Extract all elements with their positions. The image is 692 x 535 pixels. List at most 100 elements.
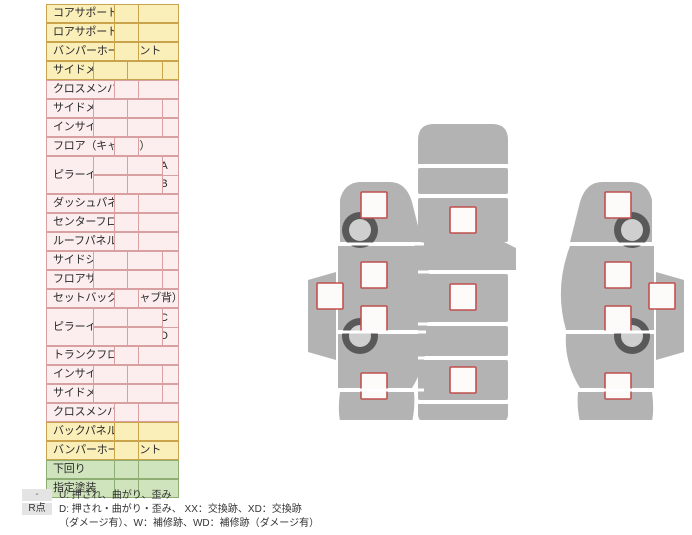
grade-cell-right[interactable]	[127, 251, 163, 270]
table-row: インサイドパネル	[46, 118, 251, 137]
grade-cell-right[interactable]	[127, 270, 163, 289]
row-label: ダッシュパネル	[46, 194, 179, 213]
grade-cell[interactable]	[127, 175, 163, 194]
grade-cell[interactable]	[114, 346, 139, 365]
grade-cell[interactable]	[114, 137, 139, 156]
grade-cell[interactable]	[114, 80, 139, 99]
table-row: 下回り	[46, 460, 251, 479]
grade-cell[interactable]	[114, 194, 139, 213]
grade-cell-left[interactable]	[93, 99, 128, 118]
marker-right-5[interactable]	[604, 372, 632, 400]
left-vehicle-profile	[308, 182, 432, 420]
grade-cell[interactable]	[127, 156, 163, 175]
vehicle-diagram	[300, 120, 692, 420]
grade-cell[interactable]	[114, 479, 139, 498]
grade-cell-left[interactable]	[93, 384, 128, 403]
marker-right-4[interactable]	[604, 305, 632, 333]
legend-text-1: D: 押され・曲がり・歪み、 XX：交換跡、XD：交換跡	[59, 504, 302, 515]
legend-continuation: （ダメージ有）、W：補修跡、WD：補修跡（ダメージ有）	[59, 518, 320, 529]
grade-cell[interactable]	[114, 4, 139, 23]
legend-row-1: R点 D: 押され・曲がり・歪み、 XX：交換跡、XD：交換跡	[22, 503, 422, 516]
table-row: クロスメンバー	[46, 403, 251, 422]
grade-cell[interactable]	[114, 42, 139, 61]
row-label: 指定塗装	[46, 479, 179, 498]
table-row: バックパネル	[46, 422, 251, 441]
table-row: ルーフパネル	[46, 232, 251, 251]
row-label: コアサポート	[46, 4, 179, 23]
panel-inspection-table: コアサポートロアサポートバンパーホースメントサイドメンバー突起部クロスメンバーサ…	[46, 4, 251, 498]
marker-right-2[interactable]	[648, 282, 676, 310]
marker-left-2[interactable]	[316, 282, 344, 310]
marker-left-3[interactable]	[360, 261, 388, 289]
marker-right-3[interactable]	[604, 261, 632, 289]
table-row: バンパーホースメント	[46, 441, 251, 460]
grade-cell-left[interactable]	[93, 118, 128, 137]
table-row: センターフロア	[46, 213, 251, 232]
table-row: ダッシュパネル	[46, 194, 251, 213]
marker-left-4[interactable]	[360, 305, 388, 333]
table-row: バンパーホースメント	[46, 42, 251, 61]
marker-center-2[interactable]	[449, 283, 477, 311]
table-row: クロスメンバー	[46, 80, 251, 99]
grade-cell[interactable]	[93, 327, 128, 346]
grade-cell[interactable]	[114, 213, 139, 232]
row-label: クロスメンバー	[46, 80, 179, 99]
row-sublabel: A	[160, 159, 168, 172]
grade-cell[interactable]	[114, 441, 139, 460]
grade-cell-left[interactable]	[93, 251, 128, 270]
table-row: サイドメンバー	[46, 384, 251, 403]
table-row: ピラーインナー A B	[46, 156, 251, 194]
marker-center-1[interactable]	[449, 206, 477, 234]
legend-row-0: - U: 押され、曲がり、歪み	[22, 489, 422, 502]
grade-cell-left[interactable]	[93, 365, 128, 384]
grade-cell[interactable]	[114, 289, 139, 308]
grade-cell-left[interactable]	[93, 270, 128, 289]
row-label: 下回り	[46, 460, 179, 479]
grade-cell[interactable]	[93, 175, 128, 194]
row-label: ルーフパネル	[46, 232, 179, 251]
panel-seams	[338, 164, 654, 404]
marker-left-1[interactable]	[360, 191, 388, 219]
row-sublabel: B	[150, 174, 178, 194]
grade-cell[interactable]	[114, 23, 139, 42]
table-row: セットバック（キャブ背）	[46, 289, 251, 308]
grade-cell-right[interactable]	[127, 99, 163, 118]
right-vehicle-profile	[560, 182, 684, 420]
grade-cell[interactable]	[93, 308, 128, 327]
grade-cell[interactable]	[114, 460, 139, 479]
legend-badge-dash: -	[22, 489, 52, 501]
row-label: バンパーホースメント	[46, 42, 179, 61]
row-label: フロア（キャブ床）	[46, 137, 179, 156]
grade-cell-right[interactable]	[127, 118, 163, 137]
grade-cell[interactable]	[93, 156, 128, 175]
row-sublabel: C	[160, 311, 168, 324]
legend: - U: 押され、曲がり、歪み R点 D: 押され・曲がり・歪み、 XX：交換跡…	[22, 489, 422, 530]
table-row: インサイドパネル	[46, 365, 251, 384]
row-sublabel: D	[150, 326, 178, 346]
grade-cell[interactable]	[127, 327, 163, 346]
grade-cell[interactable]	[114, 232, 139, 251]
grade-cell[interactable]	[114, 403, 139, 422]
table-row: サイドシルインナー	[46, 251, 251, 270]
marker-right-1[interactable]	[604, 191, 632, 219]
marker-center-3[interactable]	[449, 366, 477, 394]
marker-left-5[interactable]	[360, 372, 388, 400]
row-label: セットバック（キャブ背）	[46, 289, 183, 308]
table-row: コアサポート	[46, 4, 251, 23]
row-label: トランクフロア	[46, 346, 179, 365]
row-label: クロスメンバー	[46, 403, 179, 422]
grade-cell[interactable]	[127, 308, 163, 327]
grade-cell-right[interactable]	[127, 61, 163, 80]
row-label: ロアサポート	[46, 23, 179, 42]
table-row: ピラーインナー C D	[46, 308, 251, 346]
table-row: フロア（キャブ床）	[46, 137, 251, 156]
grade-cell-left[interactable]	[93, 61, 128, 80]
grade-cell[interactable]	[114, 422, 139, 441]
grade-cell-right[interactable]	[127, 365, 163, 384]
table-row: サイドメンバー	[46, 99, 251, 118]
table-row: 指定塗装	[46, 479, 251, 498]
center-top-view	[410, 124, 516, 420]
grade-cell-right[interactable]	[127, 384, 163, 403]
table-row: トランクフロア	[46, 346, 251, 365]
